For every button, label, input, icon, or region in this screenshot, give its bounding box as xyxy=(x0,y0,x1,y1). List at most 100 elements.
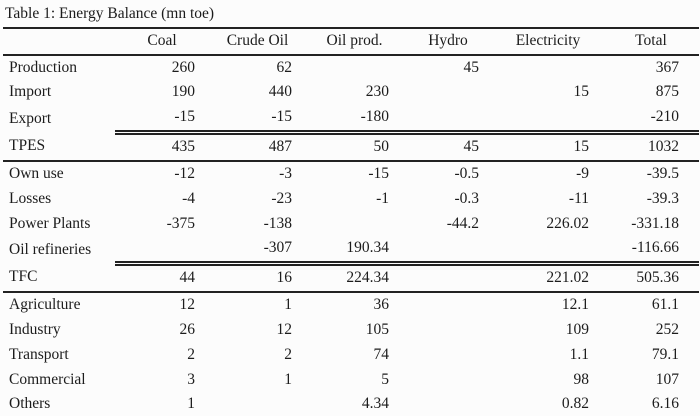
cell-value xyxy=(403,392,493,416)
cell-value: 190.34 xyxy=(306,236,403,267)
cell-value: -11 xyxy=(568,189,589,207)
cell-value: -44.2 xyxy=(446,214,479,232)
cell-value: 79.1 xyxy=(651,345,679,363)
row-label: Production xyxy=(9,58,78,76)
table-caption: Table 1: Energy Balance (mn toe) xyxy=(3,3,699,29)
cell-value xyxy=(403,318,493,343)
row-label: Industry xyxy=(9,320,61,338)
cell-value xyxy=(403,80,493,105)
cell-value: 107 xyxy=(655,370,679,388)
cell-value: 45 xyxy=(463,58,480,76)
cell-value xyxy=(493,236,603,267)
cell-value xyxy=(403,292,493,318)
cell-value xyxy=(115,236,209,267)
table-row: Production 260 62 45 367 xyxy=(3,55,699,81)
cell-value xyxy=(403,368,493,393)
table-row: Oil refineries -307 190.34 -116.66 xyxy=(3,236,699,267)
column-header: Crude Oil xyxy=(209,28,306,56)
table-row: Industry 26 12 105 109 252 xyxy=(3,318,699,343)
header-row: Coal Crude Oil Oil prod. Hydro Electricity To… xyxy=(3,28,699,56)
cell-value: 16 xyxy=(209,263,306,294)
table-row: Power Plants -375 -138 -44.2 226.02 -331.18 xyxy=(3,212,699,237)
row-label: TPES xyxy=(3,132,115,162)
cell-value: -15 xyxy=(115,105,209,136)
cell-value xyxy=(209,392,306,416)
table-row: Agriculture 12 1 36 12.1 61.1 xyxy=(3,292,699,318)
cell-value: -210 xyxy=(603,105,699,136)
table-row: TPES 435 487 50 45 15 1032 xyxy=(3,132,699,162)
table-row: TFC 44 16 224.34 221.02 505.36 xyxy=(3,263,699,294)
row-label: Losses xyxy=(9,189,52,207)
cell-value: 1 xyxy=(284,370,292,388)
cell-value xyxy=(403,343,493,368)
cell-value: 1 xyxy=(115,392,209,416)
cell-value: 2 xyxy=(284,345,292,363)
cell-value: 487 xyxy=(209,132,306,162)
cell-value: -9 xyxy=(576,164,589,182)
cell-value xyxy=(306,55,403,81)
cell-value xyxy=(403,236,493,267)
cell-value: 62 xyxy=(276,58,293,76)
row-label: Transport xyxy=(9,345,69,363)
table-body: Production 260 62 45 367 Import 190 440 230 15 875… xyxy=(3,55,699,416)
cell-value: 1 xyxy=(284,296,292,314)
cell-value: -12 xyxy=(174,164,195,182)
cell-value: 435 xyxy=(115,132,209,162)
row-label: Oil refineries xyxy=(9,240,92,258)
cell-value: 3 xyxy=(187,370,195,388)
cell-value: 367 xyxy=(655,58,679,76)
cell-value: 15 xyxy=(573,83,590,101)
cell-value: 260 xyxy=(171,58,195,76)
row-label: Agriculture xyxy=(9,296,81,314)
cell-value: 5 xyxy=(381,370,389,388)
cell-value: -138 xyxy=(263,214,292,232)
cell-value: 15 xyxy=(493,132,603,162)
cell-value: 505.36 xyxy=(603,263,699,294)
row-label: Commercial xyxy=(9,370,86,388)
cell-value: 224.34 xyxy=(306,263,403,294)
row-label: TFC xyxy=(3,263,115,294)
cell-value: -0.3 xyxy=(454,189,479,207)
cell-value xyxy=(403,105,493,136)
cell-value: 105 xyxy=(365,320,389,338)
column-header-blank xyxy=(3,28,115,56)
cell-value: -39.5 xyxy=(646,164,679,182)
cell-value: 440 xyxy=(268,83,292,101)
cell-value: 230 xyxy=(365,83,389,101)
row-label: Export xyxy=(9,109,52,127)
cell-value xyxy=(493,105,603,136)
cell-value: -1 xyxy=(376,189,389,207)
cell-value: 12 xyxy=(276,320,293,338)
column-header: Total xyxy=(603,28,699,56)
cell-value: -0.5 xyxy=(454,164,479,182)
cell-value: 2 xyxy=(187,345,195,363)
column-header: Hydro xyxy=(403,28,493,56)
row-label: Power Plants xyxy=(9,214,91,232)
cell-value: 252 xyxy=(655,320,679,338)
table-row: Transport 2 2 74 1.1 79.1 xyxy=(3,343,699,368)
cell-value: 1.1 xyxy=(569,345,589,363)
cell-value: 190 xyxy=(171,83,195,101)
energy-balance-table: Coal Crude Oil Oil prod. Hydro Electricity To… xyxy=(3,28,699,416)
cell-value: -331.18 xyxy=(631,214,679,232)
cell-value: -15 xyxy=(209,105,306,136)
row-label: Own use xyxy=(9,164,64,182)
table-row: Commercial 3 1 5 98 107 xyxy=(3,368,699,393)
cell-value: 12.1 xyxy=(561,296,589,314)
cell-value: 26 xyxy=(179,320,196,338)
cell-value: -3 xyxy=(279,164,292,182)
cell-value: -307 xyxy=(209,236,306,267)
cell-value: 4.34 xyxy=(306,392,403,416)
column-header: Electricity xyxy=(493,28,603,56)
cell-value: -375 xyxy=(166,214,195,232)
cell-value: 61.1 xyxy=(651,296,679,314)
cell-value: -116.66 xyxy=(603,236,699,267)
column-header: Coal xyxy=(115,28,209,56)
cell-value: 226.02 xyxy=(546,214,589,232)
column-header: Oil prod. xyxy=(306,28,403,56)
cell-value: 221.02 xyxy=(493,263,603,294)
cell-value: 12 xyxy=(179,296,196,314)
cell-value: 36 xyxy=(373,296,390,314)
table-row: Losses -4 -23 -1 -0.3 -11 -39.3 xyxy=(3,187,699,212)
